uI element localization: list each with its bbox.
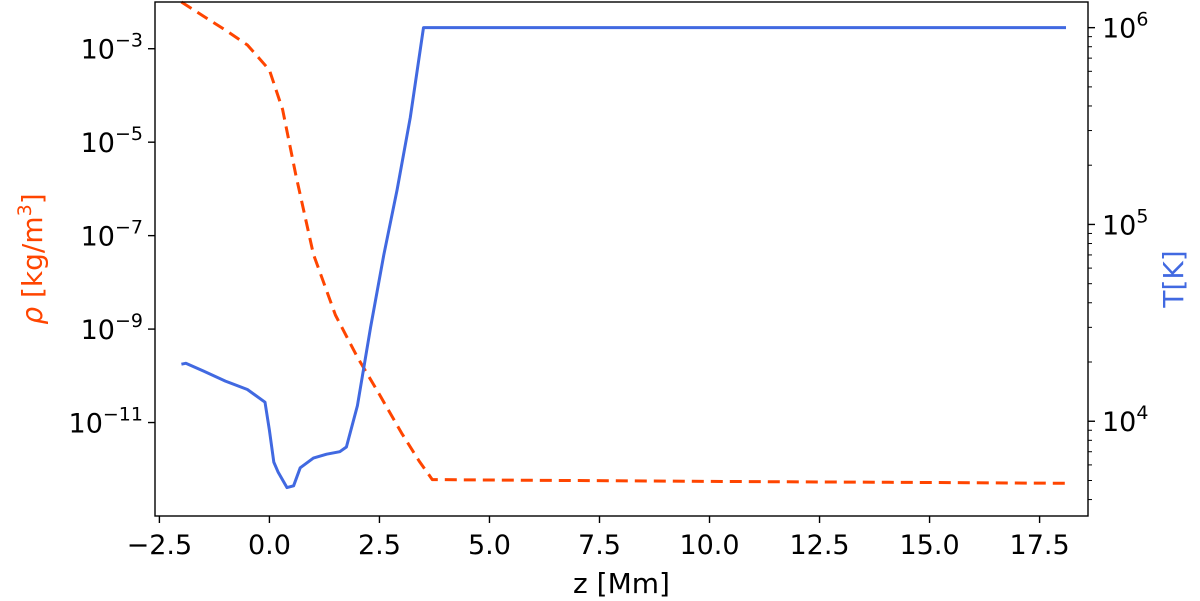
y-axis-label-right: T[K] [1157, 250, 1190, 308]
x-tick-label: 17.5 [1010, 530, 1070, 561]
y-axis-label-left: ρ [kg/m3] [14, 193, 49, 324]
plot-frame [154, 1, 1089, 517]
x-tick-label: 0.0 [248, 530, 291, 561]
series-layer [180, 0, 1067, 490]
x-tick-label: 5.0 [468, 530, 511, 561]
density-line [180, 0, 1067, 485]
x-tick-label: 15.0 [900, 530, 960, 561]
x-tick-label: 12.5 [789, 530, 849, 561]
y-right-tick-label: 106 [1102, 9, 1148, 45]
y-left-tick-label: 10−5 [81, 123, 143, 159]
y-right-tick-label: 105 [1102, 205, 1148, 241]
x-tick-label: 10.0 [679, 530, 739, 561]
x-axis: −2.5 0.0 2.5 5.0 7.5 10.0 12.5 15.0 17.5 [127, 516, 1070, 561]
y-left-tick-label: 10−11 [69, 404, 143, 440]
y-axis-left: 10−3 10−5 10−7 10−9 10−11 [69, 30, 155, 440]
y-axis-label-left-superscript: 3 [14, 204, 36, 216]
y-axis-label-left-prefix: ρ [16, 307, 49, 325]
y-right-tick-label: 104 [1102, 402, 1148, 438]
x-axis-label: z [Mm] [573, 567, 670, 600]
y-axis-right: 104 105 106 [1088, 9, 1148, 501]
x-tick-label: 2.5 [358, 530, 401, 561]
temperature-line [181, 26, 1066, 490]
y-left-tick-label: 10−9 [81, 310, 143, 346]
y-left-tick-label: 10−3 [81, 30, 143, 66]
y-left-tick-label: 10−7 [81, 217, 143, 253]
y-axis-label-left-text: [kg/m [16, 216, 49, 307]
x-tick-label: 7.5 [578, 530, 621, 561]
y-axis-label-left-suffix: ] [16, 193, 49, 204]
x-tick-label: −2.5 [127, 530, 193, 561]
